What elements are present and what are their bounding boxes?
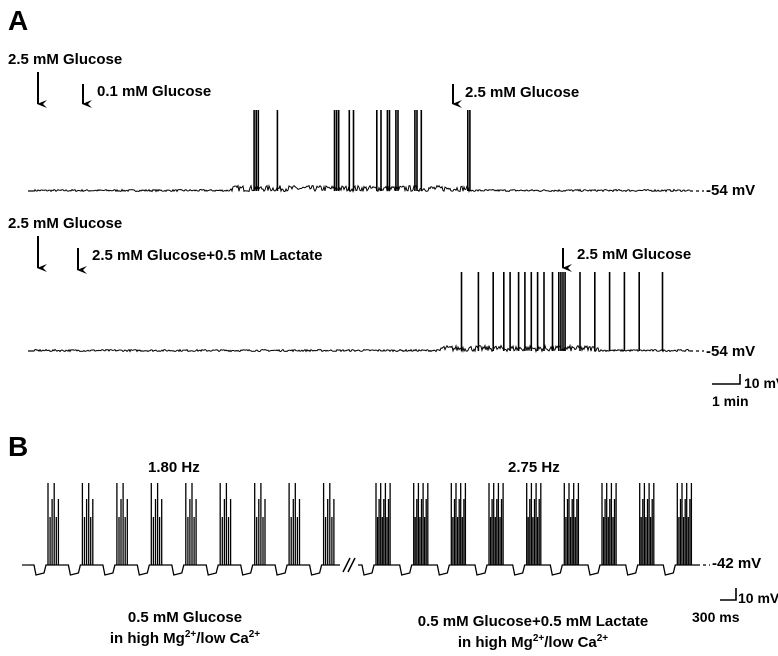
panel-a-scale-voltage: 10 mV [744, 375, 778, 391]
left-condition-line2: in high Mg2+/low Ca2+ [110, 629, 260, 647]
right-condition-line1: 0.5 mM Glucose+0.5 mM Lactate [418, 613, 649, 630]
panel-b-scale-time: 300 ms [692, 609, 740, 625]
trace1-marker-low-label: 0.1 mM Glucose [97, 83, 211, 100]
trace2-marker-start-label: 2.5 mM Glucose [8, 215, 122, 232]
trace2-marker-return-label: 2.5 mM Glucose [577, 246, 691, 263]
trace2-baseline-label: -54 mV [706, 343, 755, 360]
trace2-recording [28, 272, 704, 354]
panel-b-baseline-label: -42 mV [712, 555, 761, 572]
left-rate-label: 1.80 Hz [148, 459, 200, 476]
trace1-marker-start-label: 2.5 mM Glucose [8, 51, 122, 68]
right-membrane-trace [358, 564, 697, 576]
baseline-noise [33, 183, 691, 193]
left-condition-line1: 0.5 mM Glucose [128, 609, 242, 626]
right-condition-line2: in high Mg2+/low Ca2+ [458, 633, 608, 651]
trace2-marker-lactate-label: 2.5 mM Glucose+0.5 mM Lactate [92, 247, 323, 264]
baseline-noise [33, 343, 691, 354]
panel-a-letter: A [8, 5, 28, 36]
left-membrane-trace [30, 564, 340, 576]
panel-a-scale-time: 1 min [712, 393, 749, 409]
trace1-recording [28, 110, 704, 193]
axis-break-mark [342, 557, 356, 573]
trace1-marker-return-label: 2.5 mM Glucose [465, 84, 579, 101]
panel-b-scale-voltage: 10 mV [738, 590, 778, 606]
panel-a-scale-bar [712, 374, 741, 385]
trace1-baseline-label: -54 mV [706, 182, 755, 199]
right-rate-label: 2.75 Hz [508, 459, 560, 476]
panel-b-letter: B [8, 431, 28, 462]
panel-b-recording [22, 483, 710, 576]
panel-b-scale-bar [720, 588, 737, 601]
